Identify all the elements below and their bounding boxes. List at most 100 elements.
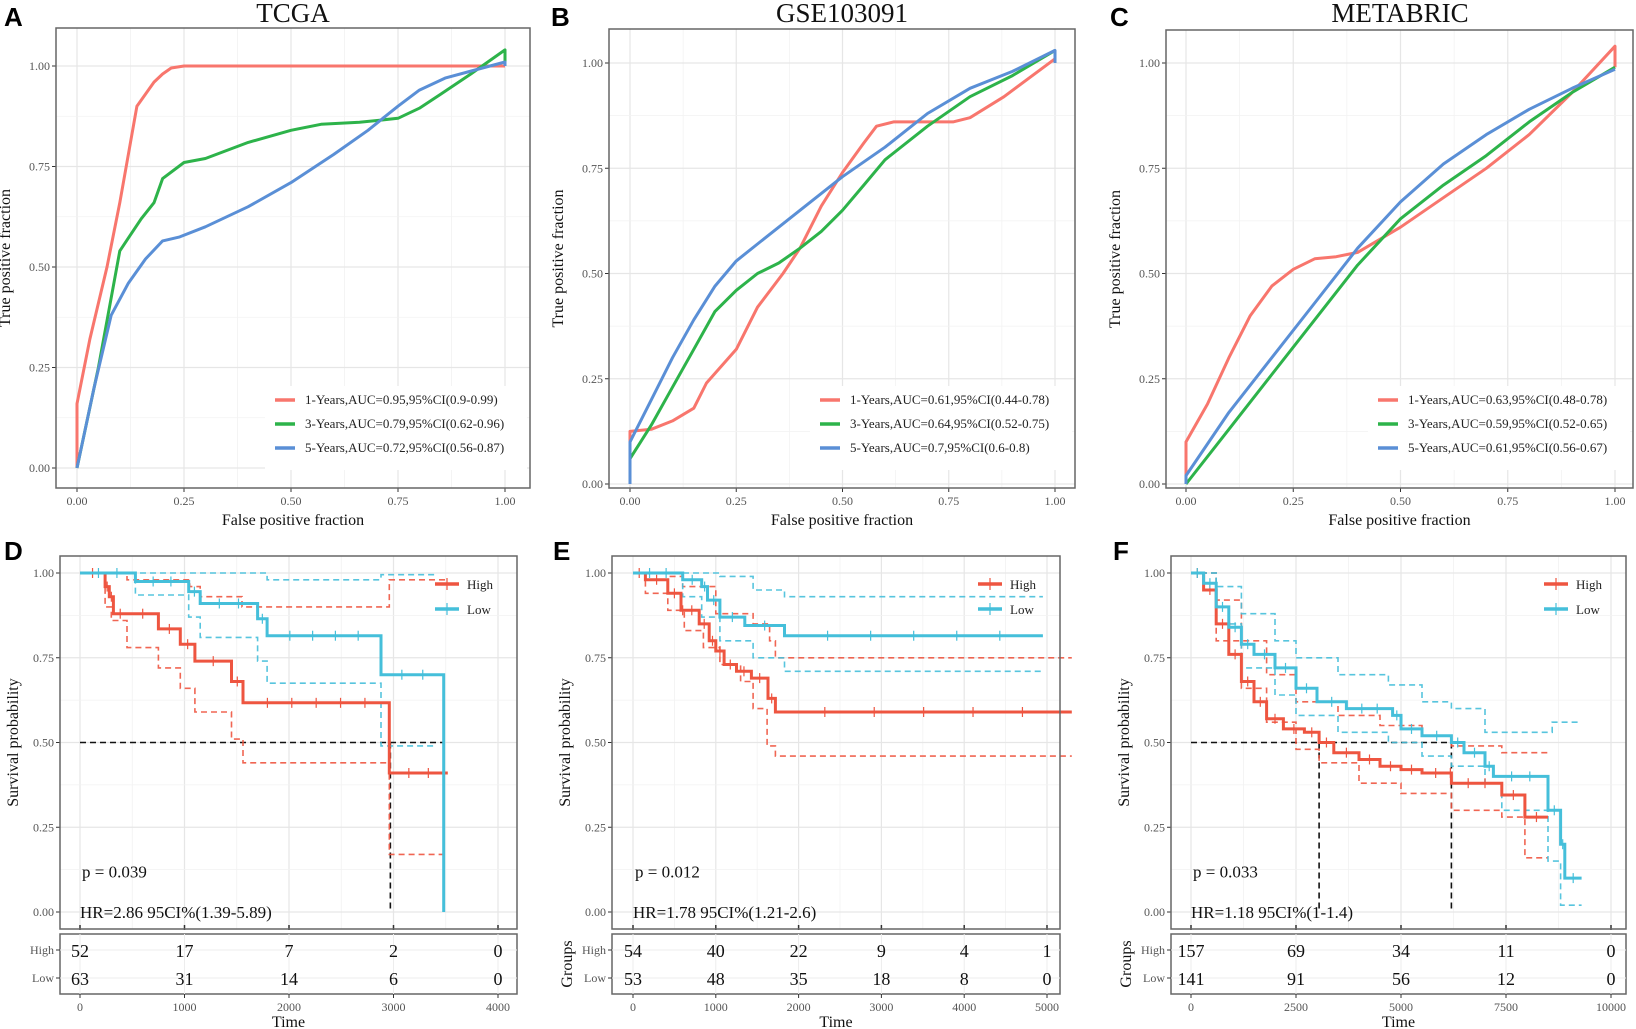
risk-group-label: Low bbox=[584, 971, 606, 985]
km-curve-high bbox=[1191, 571, 1548, 819]
x-tick-label: 0.25 bbox=[1283, 494, 1304, 508]
panel-e: E 0.00 0.25 0.50 0.75 1.00 High Low p = 0.012 HR=… bbox=[553, 536, 1072, 1029]
legend-label: Low bbox=[1010, 602, 1034, 617]
risk-count: 35 bbox=[790, 969, 808, 989]
risk-count: 0 bbox=[1043, 969, 1052, 989]
panel-letter: A bbox=[4, 2, 23, 32]
x-tick-label: 0 bbox=[630, 1000, 636, 1014]
y-axis-label: True positive fraction bbox=[0, 189, 14, 327]
risk-count: 12 bbox=[1497, 969, 1515, 989]
ci-upper-high bbox=[633, 572, 1072, 659]
risk-table: High 54 40 22 9 4 1 Low 53 48 35 18 8 0 Groups bbox=[559, 933, 1061, 995]
risk-count: 53 bbox=[624, 969, 642, 989]
legend-box bbox=[265, 386, 527, 470]
y-tick-label: 1.00 bbox=[585, 566, 606, 580]
legend-label: High bbox=[1010, 577, 1037, 592]
p-value-label: p = 0.033 bbox=[1193, 862, 1258, 881]
legend-label: 5-Years,AUC=0.72,95%CI(0.56-0.87) bbox=[305, 440, 504, 455]
roc-curve-3 bbox=[75, 60, 507, 469]
y-tick-label: 0.75 bbox=[33, 651, 54, 665]
x-tick-label: 0.75 bbox=[938, 494, 959, 508]
legend-label: 5-Years,AUC=0.61,95%CI(0.56-0.67) bbox=[1408, 440, 1607, 455]
risk-count: 8 bbox=[960, 969, 969, 989]
plot-frame bbox=[1170, 555, 1627, 930]
y-tick-label: 0.75 bbox=[29, 160, 50, 174]
y-tick-label: 0.25 bbox=[29, 361, 50, 375]
chart-title: TCGA bbox=[256, 0, 330, 28]
hazard-ratio-label: HR=2.86 95CI%(1.39-5.89) bbox=[80, 903, 272, 922]
y-tick-label: 0.00 bbox=[29, 461, 50, 475]
y-tick-label: 0.00 bbox=[33, 905, 54, 919]
panel-f: F 0.00 0.25 0.50 0.75 1.00 High Low p = 0.033 HR=… bbox=[1113, 536, 1627, 1029]
y-tick-label: 0.25 bbox=[1139, 372, 1160, 386]
x-tick-label: 0.50 bbox=[832, 494, 853, 508]
risk-count: 157 bbox=[1178, 941, 1205, 961]
x-tick-label: 1.00 bbox=[1045, 494, 1066, 508]
ci-upper-high bbox=[80, 572, 448, 608]
x-tick-label: 5000 bbox=[1035, 1000, 1059, 1014]
x-tick-label: 0.75 bbox=[1497, 494, 1518, 508]
risk-table-ylabel: Groups bbox=[559, 940, 576, 987]
y-tick-label: 0.75 bbox=[1144, 651, 1165, 665]
x-tick-label: 7500 bbox=[1494, 1000, 1518, 1014]
x-tick-label: 4000 bbox=[486, 1000, 510, 1014]
roc-curve-1 bbox=[75, 64, 505, 468]
risk-count: 31 bbox=[176, 969, 194, 989]
legend-label: 5-Years,AUC=0.7,95%CI(0.6-0.8) bbox=[850, 440, 1030, 455]
risk-group-label: Low bbox=[32, 971, 54, 985]
risk-count: 91 bbox=[1287, 969, 1305, 989]
roc-curve-1 bbox=[1184, 44, 1617, 484]
risk-count: 9 bbox=[877, 941, 886, 961]
x-tick-label: 5000 bbox=[1389, 1000, 1413, 1014]
y-tick-label: 0.25 bbox=[585, 820, 606, 834]
x-tick-label: 0 bbox=[77, 1000, 83, 1014]
legend-label: High bbox=[467, 577, 494, 592]
risk-count: 2 bbox=[389, 941, 398, 961]
y-tick-label: 1.00 bbox=[29, 59, 50, 73]
panel-d: D 0.00 0.25 0.50 0.75 1.00 High Low p = 0.039 HR=… bbox=[4, 536, 518, 1029]
y-tick-label: 1.00 bbox=[1139, 56, 1160, 70]
y-tick-label: 0.00 bbox=[582, 477, 603, 491]
plot-frame bbox=[608, 28, 1076, 489]
x-tick-label: 1.00 bbox=[1605, 494, 1626, 508]
y-tick-label: 0.00 bbox=[1139, 477, 1160, 491]
risk-count: 0 bbox=[494, 969, 503, 989]
ci-lower-high bbox=[80, 572, 448, 856]
x-tick-label: 3000 bbox=[382, 1000, 406, 1014]
legend-label: Low bbox=[1576, 602, 1600, 617]
chart-title: GSE103091 bbox=[776, 0, 908, 28]
risk-count: 22 bbox=[790, 941, 808, 961]
ci-lower-high bbox=[633, 572, 1072, 757]
legend-label: Low bbox=[467, 602, 491, 617]
x-tick-label: 4000 bbox=[952, 1000, 976, 1014]
x-tick-label: 0.00 bbox=[67, 494, 88, 508]
risk-group-label: High bbox=[1141, 943, 1165, 957]
hazard-ratio-label: HR=1.18 95CI%(1-1.4) bbox=[1191, 903, 1353, 922]
panel-letter: C bbox=[1110, 2, 1129, 32]
x-tick-label: 1.00 bbox=[495, 494, 516, 508]
risk-count: 0 bbox=[1607, 941, 1616, 961]
risk-count: 17 bbox=[176, 941, 194, 961]
panel-letter: B bbox=[551, 2, 570, 32]
risk-count: 4 bbox=[960, 941, 969, 961]
y-tick-label: 1.00 bbox=[1144, 566, 1165, 580]
x-tick-label: 0.75 bbox=[388, 494, 409, 508]
risk-count: 14 bbox=[280, 969, 298, 989]
y-tick-label: 1.00 bbox=[582, 56, 603, 70]
risk-table: High 52 17 7 2 0 Low 63 31 14 6 0 bbox=[30, 933, 518, 995]
x-tick-label: 0.00 bbox=[1176, 494, 1197, 508]
roc-curve-3 bbox=[1184, 67, 1616, 484]
panel-letter: E bbox=[553, 536, 570, 566]
roc-curve-2 bbox=[1184, 65, 1616, 485]
y-tick-label: 0.75 bbox=[582, 161, 603, 175]
x-axis-label: False positive fraction bbox=[222, 512, 364, 529]
ci-upper-low bbox=[1191, 572, 1582, 734]
risk-count: 52 bbox=[71, 941, 89, 961]
p-value-label: p = 0.039 bbox=[82, 862, 147, 881]
panel-c: C METABRIC 0.00 0.25 0.50 0.75 1.00 0.00 0.25 0.5… bbox=[1107, 0, 1634, 529]
risk-group-label: High bbox=[582, 943, 606, 957]
risk-count: 7 bbox=[285, 941, 294, 961]
legend-label: 1-Years,AUC=0.63,95%CI(0.48-0.78) bbox=[1408, 392, 1607, 407]
y-tick-label: 0.50 bbox=[585, 736, 606, 750]
